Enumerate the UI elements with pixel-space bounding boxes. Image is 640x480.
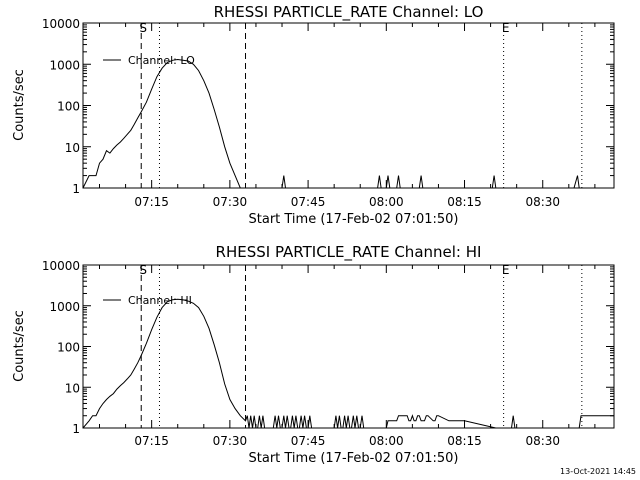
panel-1-x-tick-label: 08:15	[447, 195, 482, 209]
panel-1-annotation-marker: E	[502, 21, 510, 35]
panel-2-x-tick-label: 08:30	[525, 434, 560, 448]
panel-1-title: RHESSI PARTICLE_RATE Channel: LO	[214, 3, 484, 22]
panel-2-annotation-marker: S	[139, 263, 147, 277]
panel-2-x-tick-label: 08:15	[447, 434, 482, 448]
panel-1-y-tick-label: 1	[72, 182, 80, 196]
panel-1-series-line	[82, 58, 614, 189]
panel-1-x-tick-label: 07:45	[291, 195, 326, 209]
panel-2-x-axis-label: Start Time (17-Feb-02 07:01:50)	[249, 451, 459, 466]
panel-2-y-tick-label: 10	[65, 381, 80, 395]
panel-1-y-tick-label: 100	[57, 100, 80, 114]
panel-2-y-tick-label: 1	[72, 422, 80, 436]
footer-timestamp: 13-Oct-2021 14:45	[560, 467, 636, 476]
panel-2-x-tick-label: 07:45	[291, 434, 326, 448]
panel-2-y-tick-label: 10000	[42, 259, 80, 273]
panel-2-x-tick-label: 08:00	[369, 434, 404, 448]
panel-1-x-tick-label: 07:30	[213, 195, 248, 209]
panel-2-x-tick-label: 07:30	[213, 434, 248, 448]
panel-1-x-tick-label: 08:00	[369, 195, 404, 209]
panel-1-x-axis-label: Start Time (17-Feb-02 07:01:50)	[249, 212, 459, 227]
panel-1-y-tick-label: 10000	[42, 17, 80, 31]
panel-1-x-tick-label: 08:30	[525, 195, 560, 209]
panel-1-x-tick-label: 07:15	[134, 195, 169, 209]
panel-1-y-tick-label: 1000	[49, 58, 80, 72]
panel-2-y-tick-label: 100	[57, 341, 80, 355]
panel-1-y-axis-label: Counts/sec	[12, 69, 27, 141]
panel-2-y-axis-label: Counts/sec	[12, 310, 27, 382]
panel-2-y-tick-label: 1000	[49, 300, 80, 314]
panel-1-y-tick-label: 10	[65, 141, 80, 155]
panel-1-legend-label: Channel: LO	[128, 54, 195, 67]
panel-2-title: RHESSI PARTICLE_RATE Channel: HI	[216, 243, 482, 262]
panel-2-legend-label: Channel: HI	[128, 294, 192, 307]
panel-2-series-line	[82, 298, 614, 429]
panel-2-annotation-marker: E	[502, 263, 510, 277]
panel-2-x-tick-label: 07:15	[134, 434, 169, 448]
panel-1-annotation-marker: S	[139, 21, 147, 35]
